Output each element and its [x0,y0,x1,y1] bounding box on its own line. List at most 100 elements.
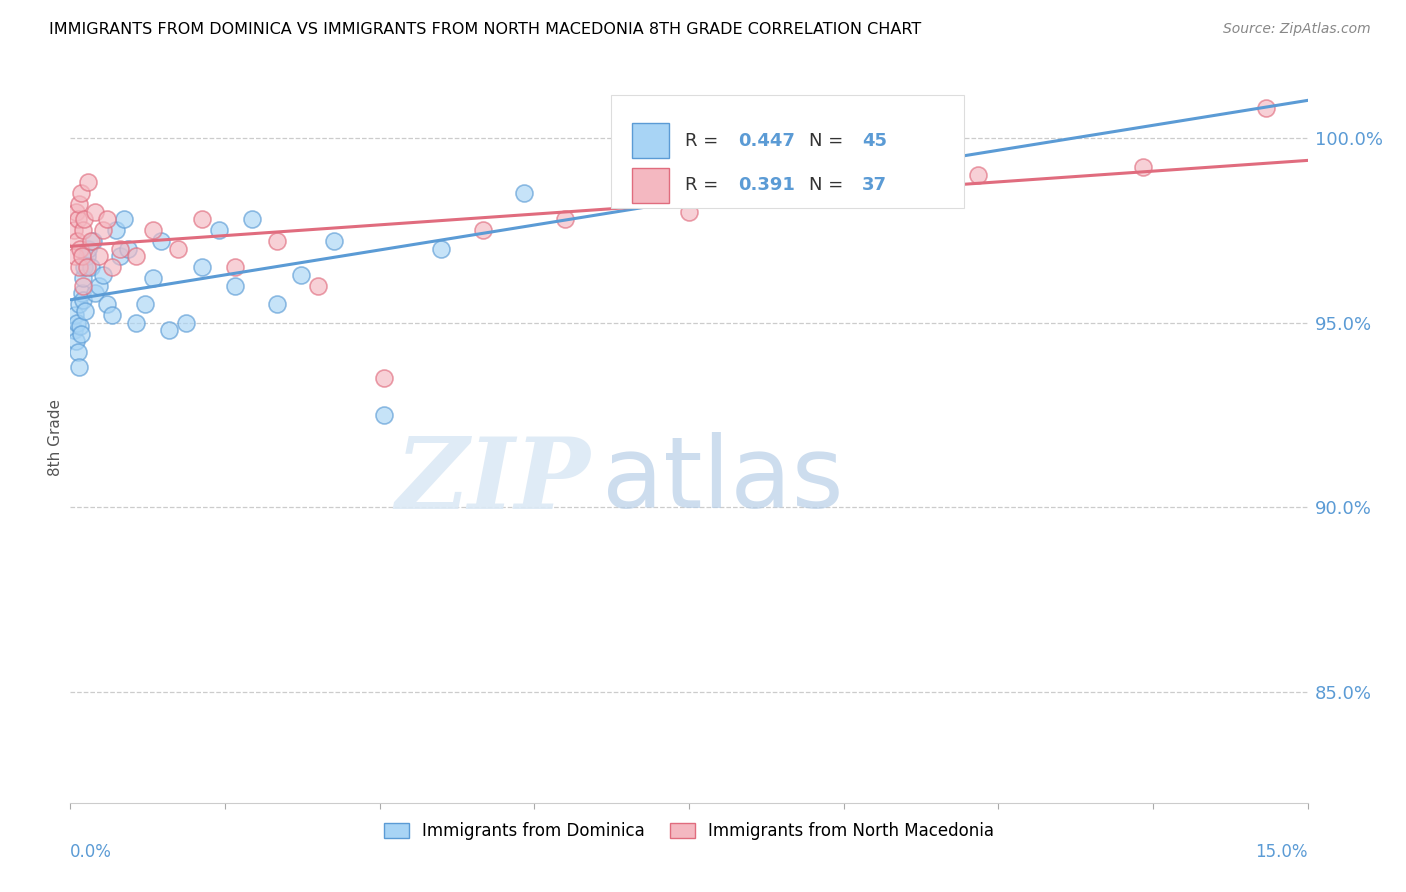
Immigrants from Dominica [174,316,197,330]
Text: 45: 45 [862,132,887,150]
Text: 37: 37 [862,177,887,194]
Immigrants from North Macedonia [77,175,100,189]
Immigrants from Dominica [80,260,103,274]
Immigrants from Dominica [66,316,89,330]
Immigrants from North Macedonia [1132,161,1154,175]
Text: ZIP: ZIP [395,433,591,529]
Text: atlas: atlas [602,433,844,530]
Immigrants from North Macedonia [801,186,824,201]
Immigrants from Dominica [430,242,453,256]
Immigrants from North Macedonia [67,197,90,211]
Immigrants from Dominica [191,260,214,274]
Immigrants from Dominica [84,285,107,300]
Immigrants from North Macedonia [96,212,118,227]
Immigrants from Dominica [240,212,263,227]
Text: 0.391: 0.391 [738,177,796,194]
Immigrants from Dominica [266,297,288,311]
Immigrants from Dominica [66,345,89,359]
Bar [633,168,669,203]
FancyBboxPatch shape [612,95,963,208]
Immigrants from North Macedonia [678,204,700,219]
Immigrants from Dominica [69,319,91,334]
Immigrants from North Macedonia [966,168,988,182]
Text: R =: R = [685,177,724,194]
Immigrants from Dominica [63,323,86,337]
Immigrants from North Macedonia [84,204,107,219]
Immigrants from Dominica [104,223,127,237]
Immigrants from North Macedonia [70,249,93,263]
Immigrants from Dominica [72,293,94,308]
Immigrants from North Macedonia [108,242,131,256]
Text: 0.0%: 0.0% [70,843,112,861]
Immigrants from North Macedonia [69,242,91,256]
Immigrants from Dominica [91,268,114,282]
Immigrants from North Macedonia [76,260,98,274]
Immigrants from Dominica [65,308,87,322]
Immigrants from North Macedonia [72,223,94,237]
Immigrants from North Macedonia [166,242,188,256]
Immigrants from North Macedonia [471,223,494,237]
Immigrants from Dominica [513,186,536,201]
Immigrants from Dominica [150,235,173,249]
Immigrants from Dominica [70,285,93,300]
Immigrants from Dominica [75,304,97,318]
Immigrants from Dominica [76,249,98,263]
Immigrants from Dominica [67,297,90,311]
Immigrants from North Macedonia [67,260,90,274]
Immigrants from Dominica [134,297,156,311]
Text: IMMIGRANTS FROM DOMINICA VS IMMIGRANTS FROM NORTH MACEDONIA 8TH GRADE CORRELATIO: IMMIGRANTS FROM DOMINICA VS IMMIGRANTS F… [49,22,921,37]
Y-axis label: 8th Grade: 8th Grade [48,399,63,475]
Immigrants from North Macedonia [73,212,96,227]
Immigrants from North Macedonia [554,212,576,227]
Text: 15.0%: 15.0% [1256,843,1308,861]
Immigrants from Dominica [373,408,395,422]
Immigrants from North Macedonia [142,223,165,237]
Immigrants from Dominica [224,278,246,293]
Immigrants from Dominica [100,308,122,322]
Immigrants from Dominica [117,242,139,256]
Text: N =: N = [808,132,849,150]
Immigrants from North Macedonia [80,235,103,249]
Immigrants from Dominica [67,359,90,374]
Immigrants from North Macedonia [373,371,395,385]
Immigrants from Dominica [718,168,741,182]
Immigrants from North Macedonia [100,260,122,274]
Immigrants from Dominica [208,223,231,237]
Immigrants from Dominica [157,323,180,337]
Immigrants from North Macedonia [65,204,87,219]
Immigrants from North Macedonia [1256,101,1278,115]
Bar [633,123,669,159]
Immigrants from Dominica [290,268,312,282]
Immigrants from Dominica [637,175,659,189]
Immigrants from North Macedonia [70,186,93,201]
Immigrants from North Macedonia [191,212,214,227]
Immigrants from Dominica [82,235,104,249]
Immigrants from Dominica [125,316,148,330]
Text: 0.447: 0.447 [738,132,796,150]
Immigrants from North Macedonia [63,223,86,237]
Immigrants from Dominica [96,297,118,311]
Immigrants from North Macedonia [91,223,114,237]
Immigrants from North Macedonia [125,249,148,263]
Immigrants from North Macedonia [72,278,94,293]
Legend: Immigrants from Dominica, Immigrants from North Macedonia: Immigrants from Dominica, Immigrants fro… [377,816,1001,847]
Immigrants from North Macedonia [266,235,288,249]
Immigrants from Dominica [65,334,87,348]
Immigrants from Dominica [323,235,346,249]
Immigrants from North Macedonia [307,278,329,293]
Immigrants from North Macedonia [66,212,89,227]
Immigrants from Dominica [89,278,111,293]
Immigrants from Dominica [77,242,100,256]
Immigrants from North Macedonia [224,260,246,274]
Immigrants from Dominica [70,326,93,341]
Immigrants from Dominica [112,212,135,227]
Immigrants from Dominica [73,260,96,274]
Immigrants from Dominica [72,271,94,285]
Immigrants from Dominica [142,271,165,285]
Text: Source: ZipAtlas.com: Source: ZipAtlas.com [1223,22,1371,37]
Immigrants from Dominica [108,249,131,263]
Immigrants from North Macedonia [66,235,89,249]
Immigrants from North Macedonia [65,249,87,263]
Immigrants from North Macedonia [89,249,111,263]
Text: N =: N = [808,177,849,194]
